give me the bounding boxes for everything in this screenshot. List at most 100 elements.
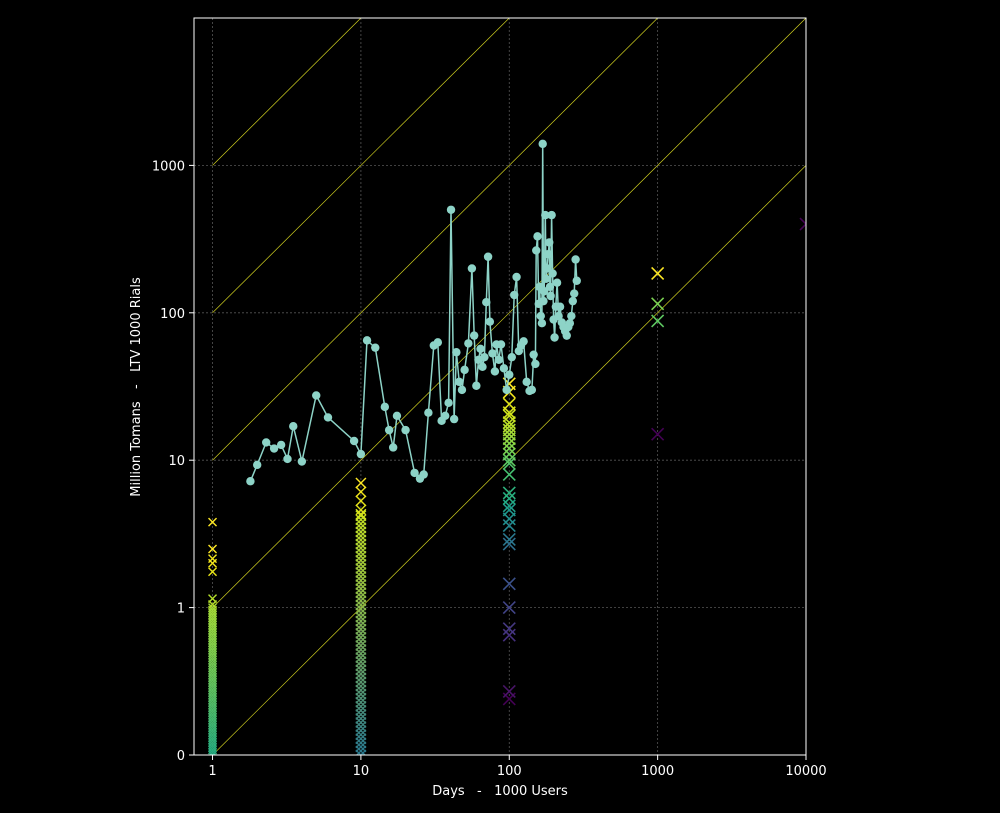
x-marker	[502, 622, 516, 636]
series-point	[457, 385, 467, 395]
series-point	[499, 364, 509, 373]
series-point	[533, 232, 542, 241]
series-point	[433, 338, 443, 347]
series-point	[552, 278, 562, 287]
grid	[194, 18, 806, 755]
series-point	[507, 352, 516, 362]
x-marker	[502, 441, 516, 456]
series-point	[541, 210, 550, 220]
series-point	[482, 298, 491, 307]
x-marker	[355, 558, 367, 570]
series-point	[252, 460, 262, 470]
series-point	[547, 210, 556, 220]
x-marker	[502, 416, 516, 430]
series-point	[480, 352, 489, 362]
series-point	[401, 425, 410, 435]
x-marker	[355, 538, 367, 550]
series-point	[548, 269, 557, 278]
x-marker	[502, 532, 516, 547]
series-point	[539, 296, 548, 306]
x-marker	[355, 708, 367, 720]
y-tick-label: 10	[168, 454, 185, 469]
x-marker	[355, 504, 367, 516]
series-point	[540, 287, 549, 296]
y-tick-label: 1000	[152, 159, 185, 174]
x-tick-label: 1000	[641, 764, 674, 779]
series-point	[545, 238, 554, 247]
series-point	[490, 367, 500, 376]
x-marker	[502, 537, 516, 551]
x-tick-label: 1	[208, 764, 216, 779]
series-point	[467, 264, 477, 273]
series-point	[446, 205, 456, 214]
series-point	[441, 411, 450, 421]
series-point	[444, 398, 453, 408]
x-marker	[502, 503, 516, 517]
series-point	[536, 311, 545, 321]
x-marker	[355, 546, 367, 558]
x-marker	[208, 517, 218, 527]
series-point	[546, 291, 555, 301]
x-marker	[355, 733, 367, 745]
x-marker	[355, 542, 367, 554]
x-marker	[355, 562, 367, 574]
series-point	[384, 425, 394, 435]
series-point	[289, 422, 298, 431]
x-marker	[355, 721, 367, 733]
series-point	[269, 444, 279, 453]
x-marker	[355, 648, 367, 660]
series-point	[532, 246, 541, 255]
x-marker	[355, 729, 367, 741]
series-point	[246, 477, 255, 486]
series-point	[568, 296, 577, 306]
series-point	[571, 255, 580, 264]
x-marker	[355, 635, 367, 647]
series-point	[478, 362, 487, 372]
x-marker	[208, 567, 218, 577]
x-marker	[502, 436, 516, 450]
series-point	[505, 370, 514, 379]
y-axis-ticks: 0 1 10 100 1000	[152, 159, 194, 764]
series-point	[565, 319, 575, 328]
x-marker	[355, 660, 367, 672]
x-marker	[502, 491, 516, 506]
series-point	[323, 413, 333, 422]
x-tick-label: 10000	[785, 764, 826, 779]
x-marker	[651, 297, 665, 311]
series-point	[544, 249, 553, 259]
x-axis-ticks: 1 10 100 1000 10000	[208, 755, 827, 779]
series-point	[469, 331, 479, 340]
series-point	[538, 139, 547, 149]
diagonal-line	[212, 18, 659, 461]
x-marker	[355, 554, 367, 566]
x-marker	[355, 680, 367, 692]
x-marker	[208, 748, 218, 755]
series-point	[485, 317, 495, 326]
x-marker	[355, 486, 367, 498]
x-marker	[355, 652, 367, 664]
x-marker	[208, 554, 218, 564]
x-marker	[355, 688, 367, 700]
x-marker	[355, 631, 367, 643]
x-marker	[355, 623, 367, 635]
series-point	[527, 385, 537, 395]
x-marker	[355, 676, 367, 688]
x-marker	[355, 692, 367, 704]
x-marker	[355, 607, 367, 619]
x-marker	[502, 409, 516, 423]
x-marker	[355, 615, 367, 627]
series-point	[276, 440, 286, 450]
series-point	[510, 290, 519, 300]
series-point	[356, 449, 366, 459]
x-marker	[355, 656, 367, 668]
x-marker	[355, 700, 367, 712]
diagonal-line	[212, 18, 510, 314]
x-marker	[355, 717, 367, 729]
x-marker	[355, 696, 367, 708]
series-point	[541, 274, 551, 284]
x-marker	[355, 522, 367, 534]
series-point	[380, 402, 390, 412]
y-tick-label: 1	[177, 602, 185, 617]
x-marker	[355, 664, 367, 676]
